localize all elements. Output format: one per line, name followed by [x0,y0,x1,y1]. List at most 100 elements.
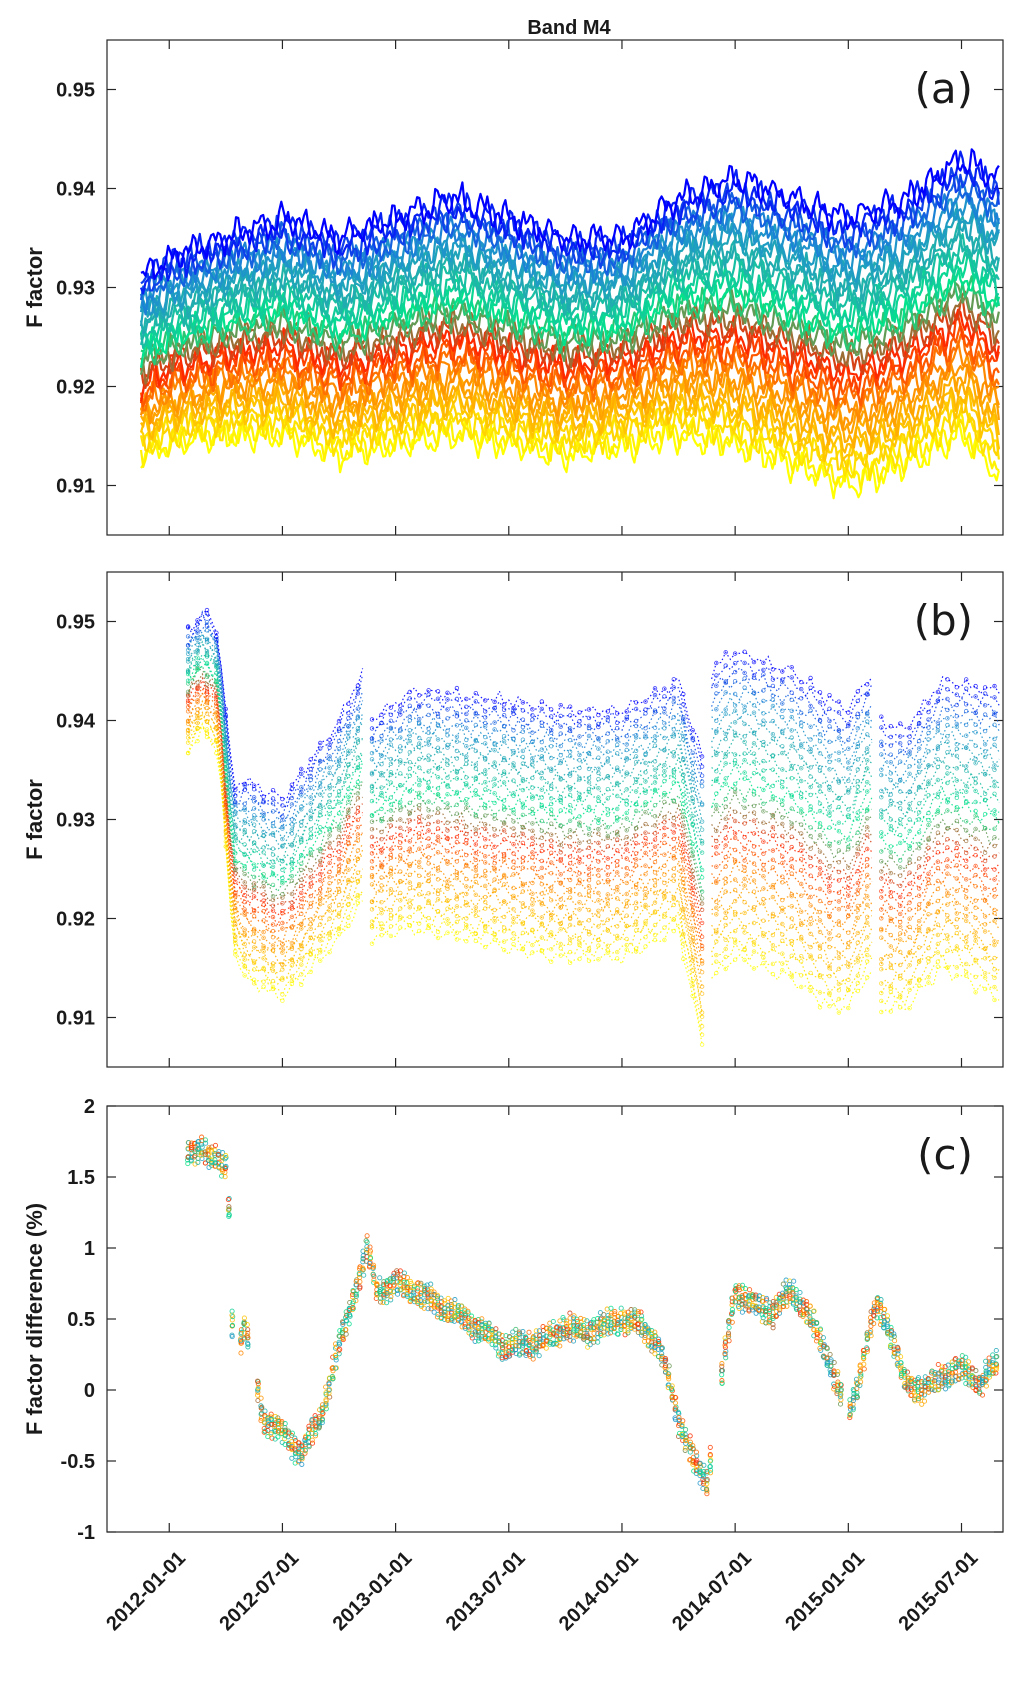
data-point [344,1318,350,1324]
series-marker [530,806,535,812]
data-point [229,1322,236,1328]
series-marker [898,1005,903,1010]
series-marker [417,921,422,926]
series-marker [633,801,639,806]
series-line [140,372,1000,449]
series-marker [577,723,582,728]
data-point [652,1333,658,1339]
data-point [707,1452,713,1458]
data-point [960,1372,966,1378]
data-point [486,1338,492,1344]
series-marker [770,693,776,698]
series-marker [473,788,478,793]
series-marker [501,939,507,944]
series-marker [492,748,497,753]
data-point [935,1361,941,1368]
series-marker [355,791,361,796]
series-marker [836,988,842,993]
data-point [818,1339,824,1345]
series-marker [539,828,544,834]
series-marker [742,805,747,810]
series-marker [327,793,332,798]
series-marker [846,865,851,870]
data-point [878,1322,884,1328]
series-marker [379,753,384,758]
series-marker [652,738,658,743]
series-marker [699,875,705,880]
series-marker [346,840,351,845]
series-marker [558,753,563,758]
data-point [418,1280,424,1286]
data-point [472,1329,478,1335]
series-marker [539,843,544,848]
series-marker [318,759,323,764]
data-point [652,1329,658,1335]
series-marker [567,835,573,840]
series-marker [473,931,478,936]
series-marker [681,856,686,862]
panel-c: -1-0.500.511.52F factor difference (%)(c… [22,1096,1004,1544]
series-marker [799,710,804,716]
series-marker [355,683,361,688]
series-marker [973,930,978,935]
series-marker [836,795,842,801]
series-marker [827,813,832,818]
series-marker [426,900,431,905]
series-marker [308,795,313,800]
data-point [811,1308,817,1314]
data-point [452,1297,458,1303]
series-marker [652,922,658,928]
series-marker [327,881,332,886]
series-marker [732,818,738,824]
series-marker [964,939,969,944]
data-point [719,1361,725,1367]
series-marker [567,713,573,718]
data-point [612,1311,618,1317]
series-marker [261,918,266,923]
series-marker [596,777,601,782]
series-marker [846,904,851,909]
series-marker [827,739,832,744]
data-point [730,1310,736,1316]
series-marker [520,812,526,818]
series-marker [270,922,276,927]
series-marker [539,948,544,953]
series-marker [699,784,705,789]
series-marker [417,741,422,746]
series-marker [379,926,384,932]
data-point [770,1314,776,1320]
data-point [276,1424,282,1431]
series-marker [379,900,384,905]
series-marker [596,766,601,771]
series-marker [789,806,794,811]
series-marker [586,872,592,878]
series-marker [935,941,941,947]
series-marker [398,916,403,921]
series-marker [251,914,257,919]
series-marker [624,733,629,739]
series-marker [652,774,658,779]
series-marker [879,788,884,794]
series-marker [289,946,295,951]
series-marker [652,932,658,938]
series-line [187,685,1000,937]
series-marker [549,807,554,812]
data-point [299,1453,305,1459]
series-marker [982,798,988,803]
series-marker [973,957,978,962]
series-marker [714,707,719,712]
series-marker [251,874,257,880]
series-marker [879,859,884,864]
data-point [962,1363,969,1369]
series-marker [761,867,766,872]
data-point [226,1206,232,1212]
data-point [939,1364,945,1370]
series-marker [185,709,191,714]
series-marker [714,912,719,917]
series-marker [846,913,851,919]
data-point [888,1324,894,1330]
series-marker [398,832,403,838]
data-point [878,1297,884,1303]
series-marker [195,720,200,726]
series-marker [261,956,266,961]
